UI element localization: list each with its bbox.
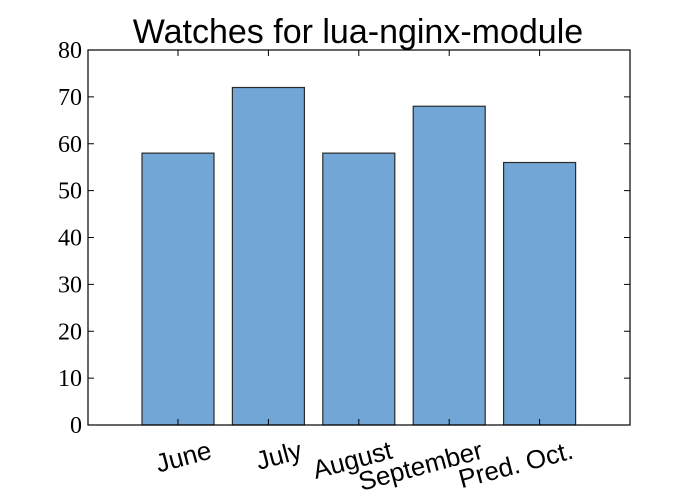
y-tick-label: 0 — [70, 413, 82, 439]
y-tick-label: 70 — [58, 85, 82, 111]
y-tick-label: 10 — [58, 366, 82, 392]
x-tick-label: June — [152, 435, 214, 479]
bar-june — [141, 152, 215, 426]
ticks-layer — [88, 49, 630, 426]
bar-august — [322, 152, 396, 426]
x-tick-label: July — [253, 435, 305, 476]
chart-title: Watches for lua-nginx-module — [133, 13, 583, 51]
y-tick-label: 50 — [58, 179, 82, 205]
y-tick-label: 80 — [58, 38, 82, 64]
bar-september — [412, 105, 486, 426]
bar-july — [231, 86, 305, 426]
y-tick-label: 30 — [58, 272, 82, 298]
y-tick-label: 60 — [58, 132, 82, 158]
y-tick-label: 20 — [58, 319, 82, 345]
bars-layer — [141, 86, 577, 426]
y-tick-label: 40 — [58, 226, 82, 252]
bar-pred-oct — [503, 161, 577, 426]
